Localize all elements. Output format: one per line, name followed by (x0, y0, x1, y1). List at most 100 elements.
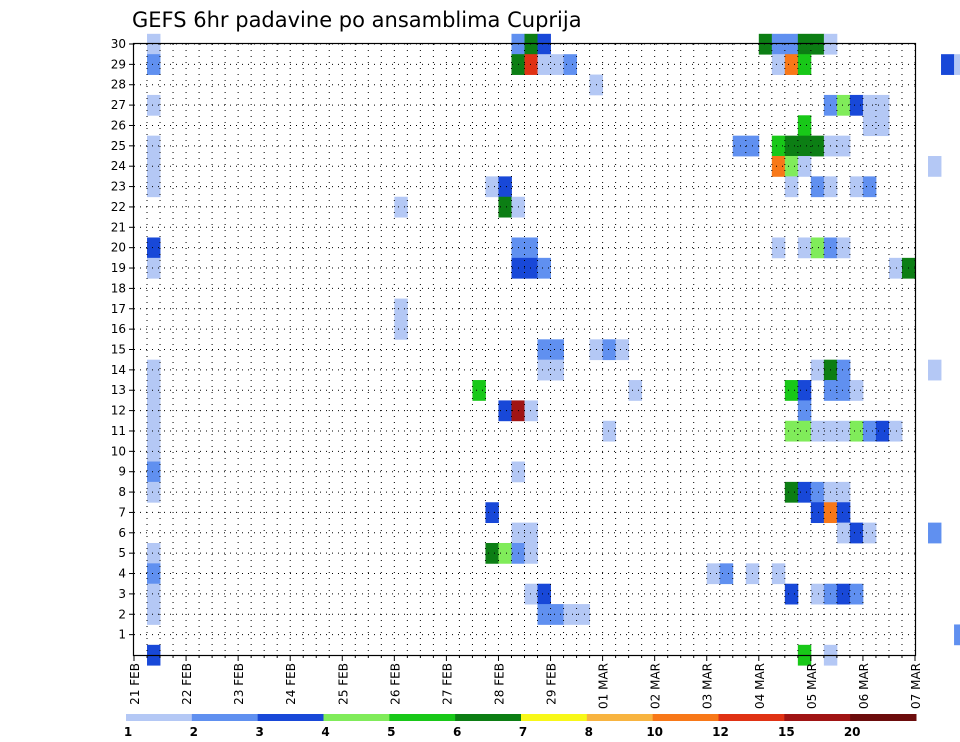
heatmap-cell (498, 400, 512, 422)
heatmap-cell (485, 502, 499, 524)
heatmap-cell (524, 33, 538, 55)
heatmap-cell (732, 135, 747, 157)
colorbar-label: 5 (387, 725, 395, 739)
y-tick-label: 1 (118, 628, 126, 642)
x-tick-label: 26 FEB (388, 663, 402, 705)
heatmap-cell (954, 54, 960, 75)
heatmap-cell (524, 400, 538, 422)
heatmap-cell (147, 461, 161, 483)
y-tick-label: 27 (111, 98, 126, 112)
heatmap-cell (719, 563, 734, 585)
colorbar-label: 7 (519, 725, 527, 739)
heatmap-cell (550, 359, 564, 381)
x-tick-label: 22 FEB (180, 663, 194, 705)
y-tick-label: 3 (118, 587, 126, 601)
colorbar-swatch (191, 714, 259, 721)
heatmap-cell (147, 33, 161, 55)
colorbar-swatch (455, 714, 522, 721)
colorbar-label: 4 (321, 725, 329, 739)
heatmap-cell (498, 176, 512, 198)
x-tick-label: 29 FEB (545, 663, 559, 705)
heatmap-cell (771, 33, 786, 55)
heatmap-cell (836, 583, 851, 605)
heatmap-cell (928, 522, 942, 544)
colorbar-swatch (652, 714, 719, 721)
y-tick-label: 18 (111, 281, 126, 295)
heatmap-cell (628, 380, 643, 401)
heatmap-cell (147, 54, 161, 75)
colorbar-label: 3 (255, 725, 263, 739)
heatmap-cell (485, 542, 499, 564)
chart-title: GEFS 6hr padavine po ansamblima Cuprija (132, 8, 582, 32)
heatmap-cell (849, 420, 864, 442)
colorbar-label: 8 (585, 725, 593, 739)
heatmap-cell (147, 94, 161, 116)
heatmap-cell (537, 33, 551, 55)
heatmap-cell (524, 542, 538, 564)
heatmap-cell (797, 400, 812, 422)
heatmap-cell (954, 624, 960, 646)
x-tick-label: 21 FEB (128, 663, 142, 705)
heatmap-cell (849, 176, 864, 198)
heatmap-cell (563, 54, 577, 75)
y-tick-label: 15 (111, 343, 126, 357)
x-tick-label: 25 FEB (336, 663, 350, 705)
heatmap-cell (706, 563, 721, 585)
y-tick-label: 2 (118, 607, 126, 621)
heatmap-cell (498, 196, 512, 218)
heatmap-cell (771, 135, 786, 157)
colorbar-label: 15 (778, 725, 795, 739)
y-tick-label: 17 (111, 302, 126, 316)
heatmap-cell (849, 583, 864, 605)
x-tick-label: 01 MAR (597, 663, 611, 709)
heatmap-cell (810, 135, 825, 157)
heatmap-cell (849, 522, 864, 544)
y-tick-label: 13 (111, 383, 126, 397)
heatmap-cell (771, 563, 786, 585)
dotted-grid (134, 43, 916, 655)
heatmap-cell (810, 237, 825, 259)
y-tick-label: 14 (111, 363, 126, 377)
heatmap-cell (537, 604, 551, 625)
x-tick-label: 23 FEB (232, 663, 246, 705)
heatmap-cell (771, 54, 786, 75)
colorbar-swatch (718, 714, 785, 721)
heatmap-cell (602, 420, 617, 442)
heatmap-cell (875, 420, 890, 442)
heatmap-cell (797, 237, 812, 259)
heatmap-cell (888, 257, 903, 279)
heatmap-cell (784, 380, 799, 401)
y-tick-label: 7 (118, 505, 126, 519)
y-tick-label: 21 (111, 220, 126, 234)
heatmap-cell (862, 522, 877, 544)
y-tick-label: 6 (118, 526, 126, 540)
heatmap-cell (524, 54, 538, 75)
heatmap-cell (550, 339, 564, 361)
y-tick-label: 25 (111, 139, 126, 153)
colorbar-swatch (850, 714, 917, 721)
heatmap-cell (784, 176, 799, 198)
heatmap-cell (147, 604, 161, 625)
heatmap-cell (836, 94, 851, 116)
heatmap-cell (563, 604, 577, 625)
heatmap-cell (550, 54, 564, 75)
heatmap-cell (849, 94, 864, 116)
heatmap-cell (537, 54, 551, 75)
heatmap-cell (797, 156, 812, 177)
colorbar-swatch (586, 714, 654, 721)
heatmap-cell (836, 359, 851, 381)
x-tick-label: 27 FEB (440, 663, 454, 705)
x-tick-label: 04 MAR (753, 663, 767, 709)
colorbar-label: 1 (124, 725, 132, 739)
y-tick-label: 16 (111, 322, 126, 336)
y-tick-label: 30 (111, 37, 126, 51)
heatmap-cell (836, 135, 851, 157)
heatmap-cell (836, 502, 851, 524)
heatmap-cell (836, 237, 851, 259)
colorbar-label: 12 (712, 725, 729, 739)
heatmap-cell (797, 115, 812, 137)
heatmap-cell (784, 481, 799, 503)
heatmap-cell (615, 339, 630, 361)
heatmap-cell (797, 54, 812, 75)
heatmap-cell (147, 420, 161, 442)
